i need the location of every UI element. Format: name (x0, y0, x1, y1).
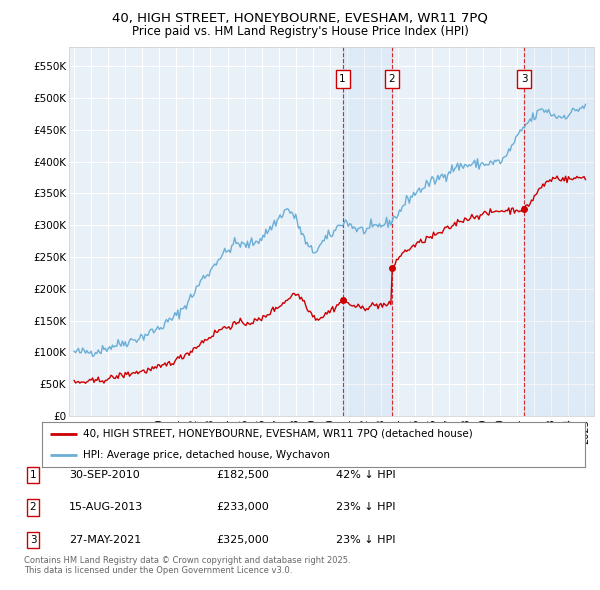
Text: £233,000: £233,000 (216, 503, 269, 512)
Text: 3: 3 (29, 535, 37, 545)
Text: 42% ↓ HPI: 42% ↓ HPI (336, 470, 395, 480)
Text: 23% ↓ HPI: 23% ↓ HPI (336, 535, 395, 545)
Text: 1: 1 (29, 470, 37, 480)
Text: 23% ↓ HPI: 23% ↓ HPI (336, 503, 395, 512)
Text: 3: 3 (521, 74, 528, 84)
Text: 2: 2 (29, 503, 37, 512)
Text: Contains HM Land Registry data © Crown copyright and database right 2025.
This d: Contains HM Land Registry data © Crown c… (24, 556, 350, 575)
Text: £182,500: £182,500 (216, 470, 269, 480)
Text: 40, HIGH STREET, HONEYBOURNE, EVESHAM, WR11 7PQ (detached house): 40, HIGH STREET, HONEYBOURNE, EVESHAM, W… (83, 429, 472, 438)
Text: 1: 1 (339, 74, 346, 84)
Bar (343, 47, 392, 416)
Text: 27-MAY-2021: 27-MAY-2021 (69, 535, 141, 545)
Text: Price paid vs. HM Land Registry's House Price Index (HPI): Price paid vs. HM Land Registry's House … (131, 25, 469, 38)
Text: 30-SEP-2010: 30-SEP-2010 (69, 470, 140, 480)
Text: 15-AUG-2013: 15-AUG-2013 (69, 503, 143, 512)
Bar (524, 47, 594, 416)
Text: HPI: Average price, detached house, Wychavon: HPI: Average price, detached house, Wych… (83, 450, 330, 460)
Text: £325,000: £325,000 (216, 535, 269, 545)
Text: 40, HIGH STREET, HONEYBOURNE, EVESHAM, WR11 7PQ: 40, HIGH STREET, HONEYBOURNE, EVESHAM, W… (112, 12, 488, 25)
Text: 2: 2 (388, 74, 395, 84)
